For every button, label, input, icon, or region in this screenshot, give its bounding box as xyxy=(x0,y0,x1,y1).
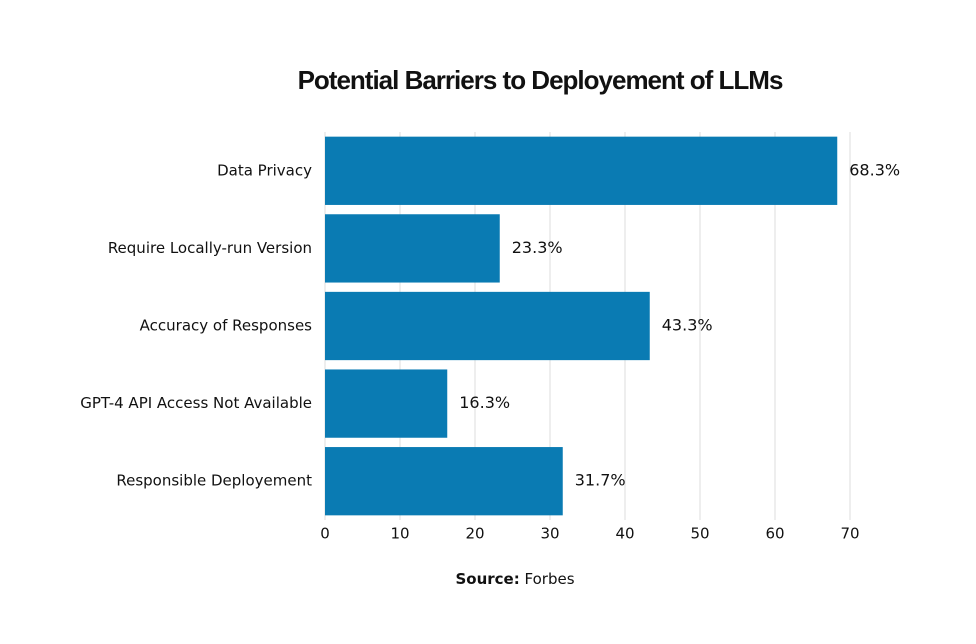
x-tick-label: 50 xyxy=(690,525,709,543)
x-tick-label: 30 xyxy=(540,525,559,543)
y-tick-label: Data Privacy xyxy=(217,161,312,179)
y-tick-label: Require Locally-run Version xyxy=(108,239,312,257)
y-tick-label: Responsible Deployement xyxy=(116,472,312,490)
value-label: 43.3% xyxy=(662,316,713,335)
x-tick-label: 70 xyxy=(840,525,859,543)
bar xyxy=(325,291,650,361)
bar xyxy=(325,136,838,205)
bar xyxy=(325,369,448,438)
source: Source: Forbes xyxy=(455,570,574,588)
bar xyxy=(325,447,563,516)
value-label: 16.3% xyxy=(459,393,510,412)
value-label: 31.7% xyxy=(575,471,626,490)
y-tick-label: Accuracy of Responses xyxy=(140,317,313,335)
bar xyxy=(325,214,500,283)
x-tick-label: 10 xyxy=(390,525,409,543)
value-label: 68.3% xyxy=(849,160,900,179)
source-text: Forbes xyxy=(525,570,575,588)
chart-title: Potential Barriers to Deployement of LLM… xyxy=(298,65,783,95)
x-tick-label: 0 xyxy=(320,525,330,543)
value-label: 23.3% xyxy=(512,238,563,257)
x-tick-label: 20 xyxy=(465,525,484,543)
x-tick-label: 60 xyxy=(765,525,784,543)
y-tick-label: GPT-4 API Access Not Available xyxy=(80,394,312,412)
source-label: Source: xyxy=(455,570,519,588)
x-tick-label: 40 xyxy=(615,525,634,543)
